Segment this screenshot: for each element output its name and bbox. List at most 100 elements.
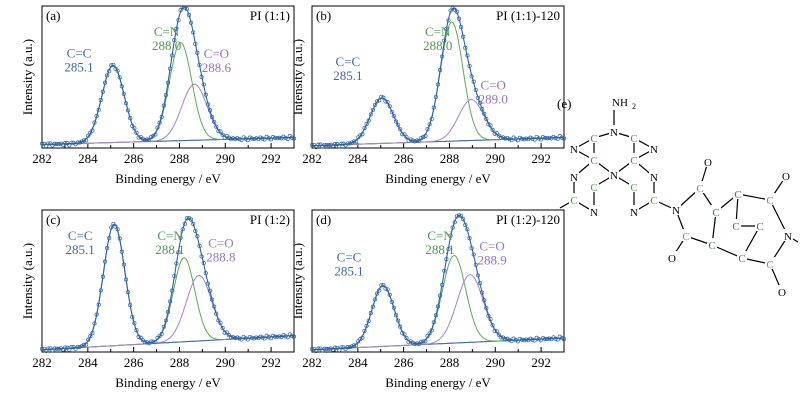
y-axis-label: Intensity (a.u.) — [290, 243, 305, 319]
data-point — [519, 337, 525, 342]
data-point — [440, 54, 445, 59]
data-point — [446, 18, 451, 23]
data-point — [119, 249, 124, 254]
data-point — [393, 119, 399, 124]
co-peak-position: 288.9 — [477, 253, 506, 268]
data-point — [121, 91, 126, 96]
x-tick-label: 288 — [440, 151, 460, 166]
atom-bg — [629, 180, 639, 192]
co-peak-name: C=O — [479, 239, 504, 254]
data-point — [79, 139, 84, 144]
atom-n: N — [590, 207, 598, 219]
atom-n: N — [650, 144, 658, 156]
data-point — [503, 337, 508, 342]
data-point — [398, 324, 403, 329]
data-point — [450, 225, 455, 230]
data-point — [538, 338, 543, 343]
x-tick-label: 292 — [261, 151, 281, 166]
data-point — [345, 345, 350, 350]
atom-c: C — [696, 183, 703, 195]
data-point — [368, 311, 373, 316]
data-point — [201, 260, 206, 266]
data-point — [39, 346, 45, 352]
data-point — [94, 114, 99, 119]
data-point — [410, 340, 415, 345]
data-point — [249, 136, 255, 141]
data-point — [163, 318, 168, 323]
data-point — [354, 139, 359, 144]
x-tick-label: 290 — [216, 355, 236, 370]
x-tick-label: 286 — [124, 355, 144, 370]
data-point — [545, 136, 550, 141]
data-point — [375, 291, 380, 296]
data-point — [461, 34, 466, 39]
atom-bg — [755, 219, 765, 231]
data-point — [107, 236, 112, 241]
atom-n: N — [672, 205, 680, 217]
data-point — [214, 124, 219, 129]
data-point — [402, 332, 407, 337]
data-point — [540, 135, 546, 140]
data-point — [262, 336, 267, 341]
data-point — [109, 63, 114, 68]
atom-c: C — [630, 155, 637, 167]
x-axis-label: Binding energy / eV — [385, 171, 491, 186]
data-point — [446, 246, 451, 252]
data-point — [163, 92, 168, 98]
data-point — [69, 345, 74, 350]
data-point — [337, 144, 342, 149]
data-point — [113, 224, 118, 229]
data-point — [484, 306, 489, 311]
cc-peak-name: C=C — [336, 54, 361, 69]
data-point — [142, 340, 147, 345]
data-point — [220, 132, 225, 137]
atom-bg — [681, 229, 691, 241]
data-point — [433, 94, 438, 100]
y-axis-label: Intensity (a.u.) — [20, 243, 35, 319]
atom-c: C — [738, 253, 745, 265]
x-tick-label: 288 — [170, 151, 190, 166]
panel-title: PI (1:2) — [250, 212, 290, 227]
data-point — [477, 100, 483, 105]
data-point — [339, 141, 344, 146]
data-point — [252, 336, 257, 341]
data-point — [239, 137, 244, 143]
data-point — [528, 336, 533, 341]
data-point — [134, 328, 139, 333]
cc-peak-name: C=C — [68, 228, 93, 243]
data-point — [358, 337, 363, 342]
data-point — [362, 328, 367, 334]
data-point — [176, 250, 181, 255]
data-point — [379, 94, 384, 99]
data-point — [46, 141, 51, 146]
atom-c: C — [570, 195, 577, 207]
atom-bg — [609, 168, 619, 180]
data-point — [161, 324, 166, 329]
data-point — [519, 136, 525, 141]
data-point — [159, 331, 164, 336]
data-point — [498, 335, 504, 340]
data-point — [366, 118, 371, 123]
data-point — [134, 130, 139, 135]
data-point — [490, 323, 495, 328]
data-point — [381, 283, 386, 288]
data-point — [438, 68, 443, 73]
data-point — [199, 75, 204, 80]
atom-bg — [781, 169, 791, 181]
data-point — [226, 135, 231, 140]
data-point — [207, 108, 213, 113]
data-point — [312, 346, 317, 352]
data-point — [555, 337, 560, 342]
data-point — [335, 345, 340, 350]
data-point — [197, 62, 202, 67]
atom-bg — [667, 251, 677, 263]
data-point — [191, 221, 196, 226]
cc-peak-position: 285.1 — [66, 242, 95, 257]
atom-c: C — [708, 240, 715, 252]
data-point — [218, 129, 223, 134]
atom-o: O — [778, 287, 786, 299]
co-peak-name: C=O — [208, 236, 233, 251]
data-point — [551, 335, 556, 340]
panel-letter-e: (e) — [557, 96, 571, 111]
data-point — [86, 133, 91, 138]
